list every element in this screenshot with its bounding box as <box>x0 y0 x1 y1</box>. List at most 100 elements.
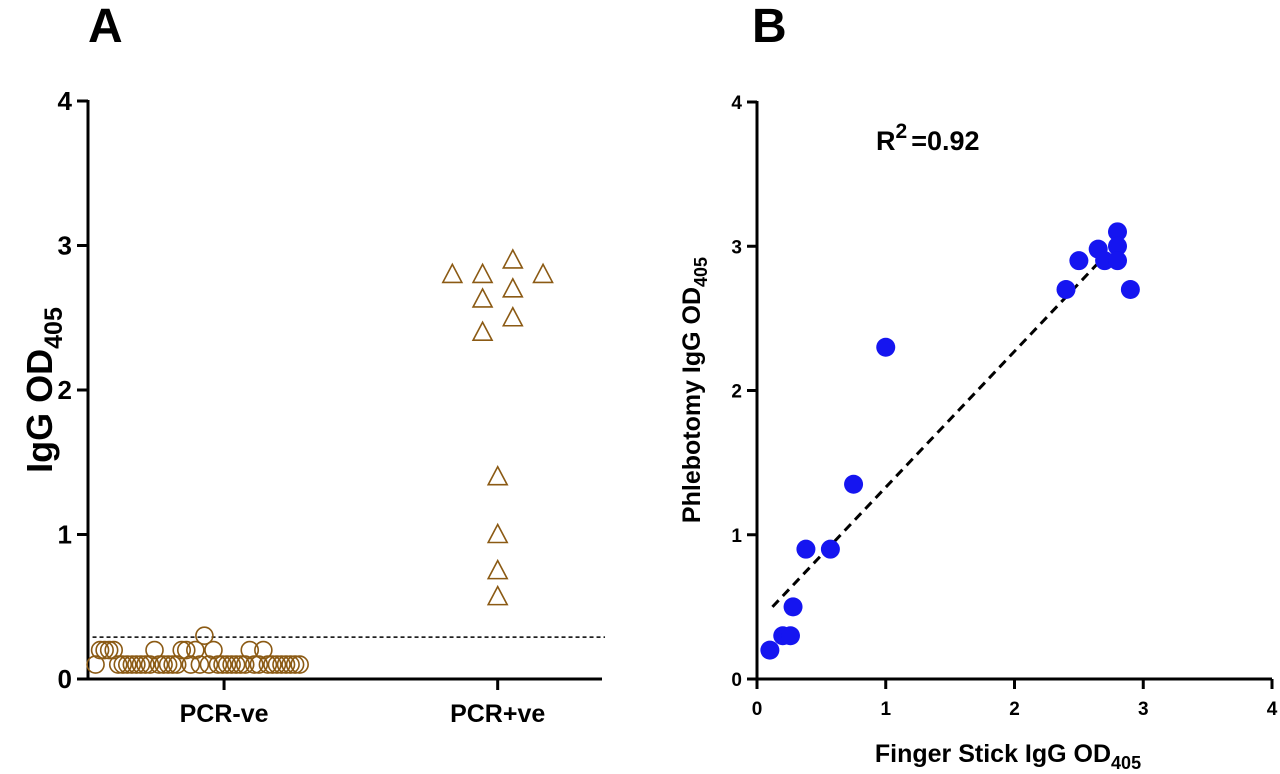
panel-b-y-ticks: 0 1 2 3 4 <box>731 93 757 691</box>
pcr-positive-point <box>501 306 524 327</box>
pcr-negative-point <box>127 655 146 674</box>
pcr-negative-point <box>108 655 128 674</box>
pcr-positive-point <box>486 558 509 580</box>
y-tick-label: 0 <box>58 664 72 694</box>
panel-a-y-ticks: 0 1 2 3 4 <box>58 86 88 694</box>
pcr-negative-point <box>118 655 137 674</box>
pcr-negative-point <box>208 655 228 674</box>
pcr-negative-point <box>222 655 241 674</box>
x-tick-label: 4 <box>1267 699 1278 720</box>
pcr-negative-point <box>158 655 178 674</box>
y-tick-label: 4 <box>58 86 73 116</box>
pcr-negative-point <box>231 655 250 674</box>
pcr-negative-point <box>90 640 110 660</box>
y-tick-label: 3 <box>731 237 742 258</box>
pcr-positive-point <box>471 287 494 308</box>
data-point <box>796 539 816 559</box>
pcr-negative-point <box>285 655 305 674</box>
pcr-negative-point <box>263 655 282 674</box>
pcr-negative-point <box>154 655 173 674</box>
pcr-negative-point <box>167 655 187 674</box>
pcr-negative-point <box>290 655 309 674</box>
x-tick-label: 1 <box>880 699 891 720</box>
pcr-positive-point <box>486 584 509 606</box>
data-point <box>876 337 896 357</box>
data-point <box>844 474 864 494</box>
pcr-positive-point <box>501 248 524 269</box>
pcr-negative-point <box>276 655 296 674</box>
data-point <box>760 640 780 660</box>
data-point <box>1069 251 1089 271</box>
category-label: PCR+ve <box>450 700 545 728</box>
pcr-negative-point <box>226 655 246 674</box>
pcr-negative-point <box>145 640 164 660</box>
pcr-negative-point <box>172 640 192 660</box>
y-tick-label: 2 <box>731 382 742 403</box>
y-tick-label: 1 <box>731 526 742 547</box>
pcr-negative-point <box>281 655 300 674</box>
pcr-negative-point <box>181 655 201 674</box>
pcr-positive-point <box>471 262 494 284</box>
panel-b-x-axis-title: Finger Stick IgG OD405 <box>875 740 1141 773</box>
panel-a-letter: A <box>88 0 123 53</box>
pcr-negative-point <box>131 655 151 674</box>
pcr-positive-point <box>441 262 464 284</box>
pcr-negative-point <box>240 640 260 660</box>
x-tick-label: 3 <box>1138 699 1149 720</box>
panel-a-y-axis-title: IgG OD405 <box>19 307 68 473</box>
pcr-negative-point <box>254 640 273 660</box>
panel-a-points <box>86 248 554 674</box>
y-tick-label: 2 <box>58 375 72 405</box>
pcr-negative-point <box>163 655 182 674</box>
pcr-negative-point <box>195 626 214 645</box>
pcr-negative-point <box>86 655 105 674</box>
pcr-negative-point <box>272 655 291 674</box>
pcr-negative-point <box>249 655 269 674</box>
data-point <box>820 539 840 559</box>
pcr-positive-point <box>471 320 494 342</box>
panel-b-letter: B <box>752 0 787 53</box>
panel-b-y-axis-title: Phlebotomy IgG OD405 <box>678 257 711 523</box>
pcr-negative-point <box>113 655 133 674</box>
pcr-negative-point <box>190 655 210 674</box>
category-label: PCR-ve <box>180 700 269 728</box>
data-point <box>1120 280 1140 300</box>
y-tick-label: 4 <box>731 93 742 114</box>
x-tick-label: 2 <box>1009 699 1020 720</box>
pcr-negative-point <box>244 655 264 674</box>
data-point <box>1056 280 1076 300</box>
data-point <box>780 626 800 646</box>
x-tick-label: 0 <box>752 699 763 720</box>
pcr-positive-point <box>486 464 509 486</box>
data-point <box>1108 222 1127 242</box>
pcr-negative-point <box>122 655 142 674</box>
data-point <box>1108 251 1127 271</box>
pcr-negative-point <box>217 655 237 674</box>
pcr-negative-point <box>140 655 160 674</box>
y-tick-label: 3 <box>58 231 72 261</box>
pcr-positive-point <box>501 277 524 298</box>
pcr-negative-point <box>136 655 155 674</box>
pcr-positive-point <box>532 262 554 284</box>
pcr-negative-point <box>204 640 223 660</box>
pcr-positive-point <box>486 522 509 544</box>
pcr-negative-point <box>199 655 219 674</box>
pcr-negative-point <box>176 640 196 660</box>
panel-a: 0 1 2 3 4 PCR-ve PCR+ve IgG OD405 <box>19 86 606 728</box>
pcr-negative-point <box>149 655 169 674</box>
panel-b-r-squared: R2 =0.92 <box>876 120 980 156</box>
panel-b: 0 1 2 3 4 0 1 2 3 4 R2 =0.92 Finger Stick IgG OD4… <box>678 93 1278 773</box>
pcr-negative-point <box>235 655 255 674</box>
y-tick-label: 0 <box>731 670 742 691</box>
data-point <box>783 597 803 617</box>
pcr-negative-point <box>186 640 205 660</box>
data-point <box>1108 236 1127 256</box>
pcr-negative-point <box>104 640 123 660</box>
pcr-negative-point <box>258 655 278 674</box>
pcr-negative-point <box>95 640 114 660</box>
pcr-negative-point <box>213 655 232 674</box>
pcr-negative-point <box>267 655 287 674</box>
panel-b-x-ticks: 0 1 2 3 4 <box>752 679 1278 720</box>
panel-b-points <box>760 222 1140 660</box>
